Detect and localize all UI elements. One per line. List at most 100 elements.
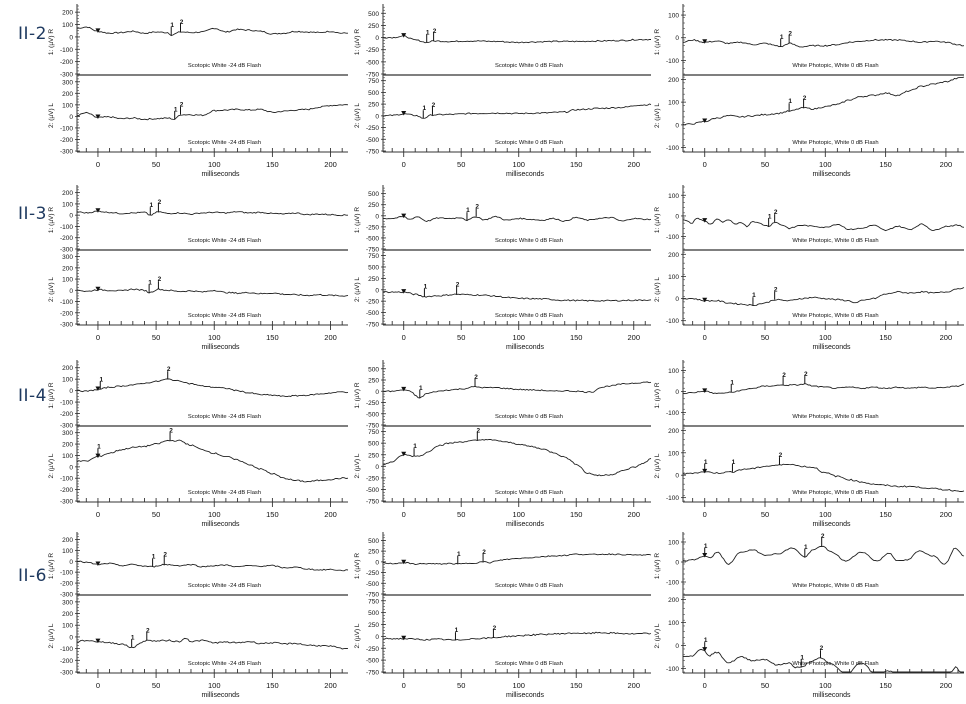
y-tick-label: -500 — [366, 310, 379, 317]
y-tick-label: -100 — [666, 666, 679, 673]
y-tick-label: 300 — [62, 430, 73, 437]
stimulus-marker — [95, 561, 101, 567]
stimulus-marker — [95, 286, 101, 292]
erg-trace — [76, 378, 349, 398]
y-tick-label: -750 — [366, 149, 379, 156]
x-tick-label: 100 — [512, 333, 525, 342]
y-tick-label: 0 — [675, 389, 679, 396]
y-tick-label: -300 — [60, 322, 73, 329]
y-tick-label: 200 — [62, 10, 73, 17]
x-tick-label: 100 — [512, 510, 525, 519]
peak-marker-label: 2 — [169, 428, 173, 435]
x-tick-label: 100 — [208, 333, 221, 342]
peak-marker-label: 1 — [170, 22, 174, 29]
x-tick-label: 50 — [457, 160, 465, 169]
x-tick-label: 150 — [266, 681, 279, 690]
peak-marker-label: 1 — [732, 459, 736, 466]
peak-marker-label: 1 — [466, 207, 470, 214]
y-tick-label: 200 — [62, 190, 73, 197]
x-tick-label: 100 — [819, 333, 832, 342]
channel-axis-label: 2: (µV) L — [48, 453, 55, 478]
x-tick-label: 200 — [940, 510, 953, 519]
peak-marker-label: 1 — [455, 627, 459, 634]
y-tick-label: 200 — [62, 611, 73, 618]
peak-marker-label: 2 — [158, 199, 162, 206]
y-tick-label: 500 — [368, 610, 379, 617]
y-tick-label: -250 — [366, 299, 379, 306]
condition-caption: Scotopic White 0 dB Flash — [495, 414, 563, 420]
y-tick-label: -100 — [666, 495, 679, 502]
stimulus-marker — [95, 114, 101, 120]
channel-axis-label: 1: (µV) R — [654, 207, 661, 233]
peak-marker-label: 1 — [804, 544, 808, 551]
erg-trace — [382, 103, 652, 119]
erg-trace — [682, 76, 965, 126]
condition-caption: White Photopic, White 0 dB Flash — [792, 63, 878, 69]
x-axis-title: milliseconds — [201, 171, 240, 178]
peak-marker-label: 2 — [477, 427, 481, 434]
peak-marker-label: 2 — [433, 28, 437, 35]
y-tick-label: 250 — [368, 452, 379, 459]
condition-caption: Scotopic White 0 dB Flash — [495, 140, 563, 146]
y-tick-label: -200 — [60, 310, 73, 317]
channel-axis-label: 2: (µV) L — [654, 277, 661, 302]
y-tick-label: 100 — [668, 368, 679, 375]
peak-marker-label: 2 — [180, 19, 184, 26]
y-tick-label: -100 — [666, 318, 679, 325]
channel-axis-label: 1: (µV) R — [654, 29, 661, 55]
erg-trace — [76, 439, 349, 483]
y-tick-label: -200 — [60, 487, 73, 494]
condition-caption: White Photopic, White 0 dB Flash — [792, 661, 878, 667]
erg-trace — [382, 381, 652, 399]
y-tick-label: -300 — [60, 72, 73, 79]
y-tick-label: 0 — [69, 634, 73, 641]
y-tick-label: 750 — [368, 253, 379, 260]
erg-trace — [383, 215, 652, 222]
y-tick-label: 300 — [62, 254, 73, 261]
y-tick-label: 0 — [675, 213, 679, 220]
y-tick-label: 250 — [368, 202, 379, 209]
stimulus-marker — [95, 638, 101, 644]
x-tick-label: 200 — [627, 681, 640, 690]
x-tick-label: 150 — [570, 333, 583, 342]
y-tick-label: -200 — [60, 59, 73, 66]
peak-marker-label: 2 — [158, 276, 162, 283]
y-tick-label: -750 — [366, 499, 379, 506]
y-tick-label: -200 — [60, 137, 73, 144]
y-tick-label: 0 — [375, 213, 379, 220]
y-tick-label: 750 — [368, 78, 379, 85]
condition-caption: Scotopic White -24 dB Flash — [188, 313, 261, 319]
y-tick-label: -100 — [666, 410, 679, 417]
x-tick-label: 50 — [457, 333, 465, 342]
channel-axis-label: 1: (µV) R — [654, 382, 661, 408]
x-tick-label: 200 — [940, 333, 953, 342]
y-tick-label: 100 — [62, 102, 73, 109]
peak-marker-label: 2 — [821, 533, 825, 540]
y-tick-label: 500 — [368, 538, 379, 545]
y-tick-label: 250 — [368, 378, 379, 385]
y-tick-label: -300 — [60, 423, 73, 430]
peak-marker-label: 2 — [482, 549, 486, 556]
stimulus-marker — [702, 388, 708, 393]
peak-marker-label: 2 — [803, 95, 807, 102]
channel-axis-label: 2: (µV) L — [354, 623, 361, 648]
y-tick-label: -100 — [60, 224, 73, 231]
x-tick-label: 200 — [324, 160, 337, 169]
y-tick-label: -500 — [366, 411, 379, 418]
y-tick-label: -100 — [60, 400, 73, 407]
channel-axis-label: 2: (µV) L — [354, 453, 361, 478]
y-tick-label: -100 — [666, 58, 679, 65]
y-tick-label: 200 — [62, 265, 73, 272]
x-tick-label: 0 — [96, 510, 100, 519]
channel-axis-label: 1: (µV) R — [48, 382, 55, 408]
y-tick-label: 0 — [69, 114, 73, 121]
y-tick-label: 250 — [368, 23, 379, 30]
stimulus-marker — [95, 386, 101, 391]
y-tick-label: 0 — [375, 559, 379, 566]
condition-caption: Scotopic White -24 dB Flash — [188, 661, 261, 667]
y-tick-label: -750 — [366, 322, 379, 329]
x-axis-title: milliseconds — [506, 344, 545, 351]
y-tick-label: -750 — [366, 247, 379, 254]
x-tick-label: 150 — [570, 681, 583, 690]
peak-marker-label: 1 — [97, 444, 101, 451]
